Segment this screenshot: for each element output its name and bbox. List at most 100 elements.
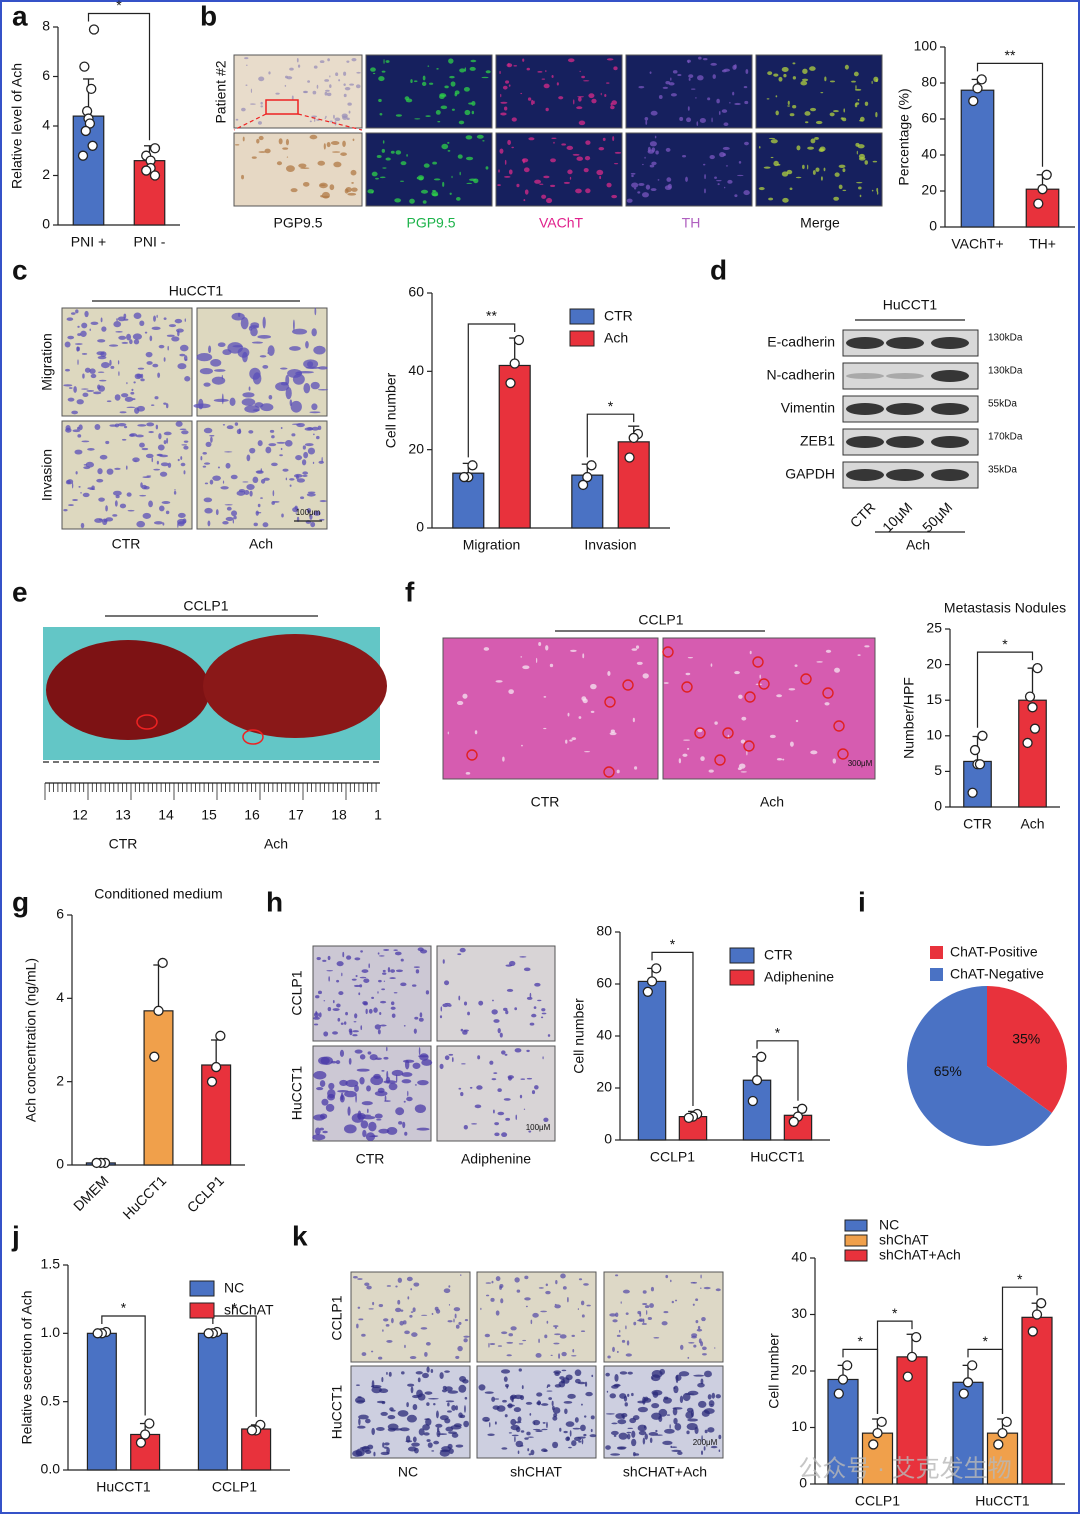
texture xyxy=(704,1429,708,1434)
texture xyxy=(116,318,118,322)
texture xyxy=(382,969,386,973)
texture xyxy=(64,341,71,348)
texture xyxy=(665,147,671,152)
texture xyxy=(416,1127,430,1131)
texture xyxy=(65,479,71,485)
texture xyxy=(145,453,154,459)
texture xyxy=(738,694,743,699)
texture xyxy=(574,1369,582,1377)
texture xyxy=(688,1341,695,1344)
error-bar xyxy=(210,1039,222,1065)
texture xyxy=(71,410,78,415)
texture xyxy=(565,1436,570,1442)
texture xyxy=(134,460,137,462)
texture xyxy=(711,117,713,123)
texture xyxy=(548,1397,553,1401)
texture xyxy=(477,1055,481,1060)
data-point xyxy=(149,170,161,181)
texture xyxy=(611,1422,618,1425)
y-tick-label: 30 xyxy=(791,1305,807,1321)
texture xyxy=(359,976,367,979)
texture xyxy=(335,1060,341,1065)
x-tick-label: HuCCT1 xyxy=(119,1172,169,1222)
texture xyxy=(226,506,232,511)
texture xyxy=(478,1384,486,1391)
texture xyxy=(695,96,697,99)
texture xyxy=(642,1302,648,1305)
texture xyxy=(313,1016,320,1020)
texture xyxy=(66,317,74,321)
texture xyxy=(776,694,783,698)
texture xyxy=(574,1417,579,1423)
texture xyxy=(353,984,361,988)
texture xyxy=(585,1391,593,1397)
texture xyxy=(581,696,587,701)
texture xyxy=(319,500,327,503)
texture xyxy=(109,359,112,366)
texture xyxy=(484,1333,491,1338)
nodule-mark xyxy=(837,748,849,760)
protein-label: GAPDH xyxy=(785,466,835,482)
texture xyxy=(572,153,580,156)
texture xyxy=(773,73,779,77)
texture xyxy=(345,1079,359,1088)
texture xyxy=(626,1433,631,1440)
data-point xyxy=(135,1437,147,1448)
texture xyxy=(109,424,117,427)
nodule-mark xyxy=(662,646,674,658)
texture xyxy=(204,482,209,485)
y-tick-label: 6 xyxy=(42,67,50,83)
texture xyxy=(662,86,669,89)
texture xyxy=(465,135,473,140)
texture xyxy=(162,522,165,526)
texture xyxy=(83,464,88,466)
texture xyxy=(89,368,96,374)
texture xyxy=(360,1025,363,1031)
data-point xyxy=(149,1051,160,1062)
texture xyxy=(644,1396,649,1402)
texture xyxy=(825,649,832,653)
data-point xyxy=(646,976,658,987)
texture xyxy=(285,138,289,146)
texture xyxy=(823,167,826,172)
texture xyxy=(284,75,288,79)
texture xyxy=(225,516,234,522)
texture xyxy=(420,1327,428,1330)
texture xyxy=(82,373,85,379)
texture xyxy=(356,1323,359,1329)
texture xyxy=(700,1287,702,1289)
texture xyxy=(67,335,75,340)
texture xyxy=(325,1103,335,1112)
texture xyxy=(225,462,231,469)
texture xyxy=(682,753,688,757)
x-tick-label: TH+ xyxy=(1029,236,1056,252)
texture xyxy=(400,958,404,962)
texture xyxy=(399,1427,410,1432)
y-tick-label: 80 xyxy=(921,74,937,90)
texture xyxy=(404,1344,406,1349)
x-tick-label: HuCCT1 xyxy=(96,1479,151,1495)
texture xyxy=(171,336,180,342)
texture xyxy=(853,71,859,77)
ruler-label: 17 xyxy=(288,807,304,823)
texture xyxy=(508,62,510,67)
texture xyxy=(123,425,128,429)
texture xyxy=(551,1400,554,1406)
texture xyxy=(118,371,120,376)
texture xyxy=(381,988,386,991)
texture xyxy=(588,93,595,99)
y-tick-label: 100 xyxy=(914,38,938,54)
texture xyxy=(642,192,649,198)
texture xyxy=(105,505,108,512)
x-tick-label: VAChT+ xyxy=(951,236,1003,252)
texture xyxy=(578,1440,582,1443)
texture xyxy=(738,160,742,164)
texture xyxy=(250,322,260,328)
texture xyxy=(279,454,283,457)
texture xyxy=(458,1087,462,1090)
texture xyxy=(701,1435,703,1442)
texture xyxy=(267,345,275,356)
texture xyxy=(355,1448,365,1457)
texture xyxy=(526,1431,531,1436)
texture xyxy=(153,521,163,525)
